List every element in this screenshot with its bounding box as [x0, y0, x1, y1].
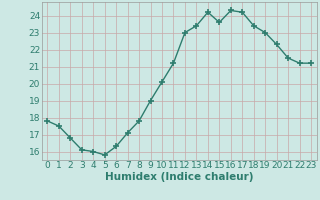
X-axis label: Humidex (Indice chaleur): Humidex (Indice chaleur) — [105, 172, 253, 182]
